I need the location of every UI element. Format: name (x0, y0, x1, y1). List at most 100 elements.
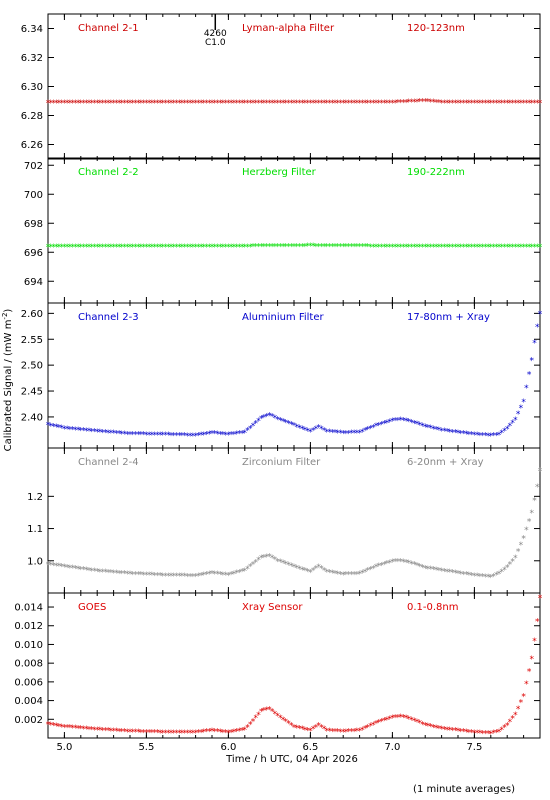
data-point: * (70, 99, 75, 109)
data-point: * (286, 99, 291, 109)
data-point: * (478, 243, 483, 253)
data-point: * (152, 431, 157, 441)
data-point: * (363, 725, 368, 735)
data-point: * (136, 431, 141, 441)
data-point: * (423, 721, 428, 731)
data-point: * (57, 562, 62, 572)
data-point: * (207, 243, 212, 253)
data-point: * (303, 242, 308, 252)
data-point: * (70, 564, 75, 574)
data-point: * (308, 428, 313, 438)
data-point: * (344, 243, 349, 253)
data-point: * (100, 99, 105, 109)
data-point: * (267, 706, 272, 716)
data-point: * (136, 728, 141, 738)
data-point: * (333, 570, 338, 580)
data-point: * (368, 722, 373, 732)
data-point: * (538, 310, 543, 320)
data-point: * (122, 243, 127, 253)
data-point: * (390, 714, 395, 724)
data-point: * (73, 243, 78, 253)
data-point: * (420, 720, 425, 730)
data-point: * (431, 566, 436, 576)
data-point: * (48, 561, 53, 571)
x-axis-label: Time / h UTC, 04 Apr 2026 (225, 754, 358, 765)
data-point: * (366, 426, 371, 436)
data-point: * (426, 98, 431, 108)
data-point: * (81, 566, 86, 576)
data-point: * (417, 719, 422, 729)
data-point: * (199, 99, 204, 109)
data-point: * (434, 566, 439, 576)
data-point: * (532, 339, 537, 349)
data-point: * (499, 243, 504, 253)
data-point: * (385, 560, 390, 570)
data-point: * (182, 432, 187, 442)
data-point: * (259, 243, 264, 253)
data-point: * (240, 429, 245, 439)
data-point: * (499, 568, 504, 578)
data-point: * (404, 243, 409, 253)
data-point: * (70, 724, 75, 734)
data-point: * (193, 243, 198, 253)
data-point: * (461, 430, 466, 440)
data-point: * (502, 724, 507, 734)
data-point: * (275, 243, 280, 253)
data-point: * (450, 428, 455, 438)
data-point: * (297, 99, 302, 109)
data-point: * (385, 419, 390, 429)
data-point: * (316, 99, 321, 109)
data-point: * (275, 712, 280, 722)
data-point: * (256, 417, 261, 427)
data-point: * (229, 571, 234, 581)
data-point: * (442, 243, 447, 253)
data-point: * (54, 562, 59, 572)
data-point: * (368, 243, 373, 253)
data-point: * (152, 729, 157, 739)
data-point: * (300, 725, 305, 735)
data-point: * (114, 727, 119, 737)
data-point: * (218, 728, 223, 738)
data-point: * (92, 428, 97, 438)
data-point: * (87, 99, 92, 109)
data-point: * (87, 725, 92, 735)
data-point: * (89, 726, 94, 736)
data-point: * (204, 570, 209, 580)
data-point: * (223, 99, 228, 109)
data-point: * (284, 99, 289, 109)
data-point: * (379, 99, 384, 109)
data-point: * (527, 99, 532, 109)
data-point: * (267, 99, 272, 109)
data-point: * (196, 432, 201, 442)
data-point: * (297, 565, 302, 575)
data-point: * (59, 563, 64, 573)
data-point: * (243, 99, 248, 109)
data-point: * (516, 99, 521, 109)
data-point: * (538, 99, 543, 109)
data-point: * (70, 426, 75, 436)
data-point: * (300, 99, 305, 109)
data-point: * (212, 430, 217, 440)
data-point: * (155, 243, 160, 253)
data-point: * (341, 243, 346, 253)
data-point: * (188, 729, 193, 739)
data-point: * (84, 427, 89, 437)
data-point: * (120, 243, 125, 253)
y-axis-label-close: ) (3, 309, 14, 313)
data-point: * (335, 99, 340, 109)
data-point: * (508, 561, 513, 571)
data-point: * (191, 432, 196, 442)
data-point: * (417, 243, 422, 253)
data-point: * (215, 728, 220, 738)
data-point: * (519, 541, 524, 551)
data-point: * (76, 99, 81, 109)
data-point: * (483, 99, 488, 109)
data-point: * (141, 243, 146, 253)
data-point: * (450, 569, 455, 579)
data-point: * (122, 728, 127, 738)
data-point: * (141, 431, 146, 441)
data-point: * (300, 242, 305, 252)
data-point: * (196, 243, 201, 253)
data-point: * (163, 572, 168, 582)
data-point: * (382, 99, 387, 109)
